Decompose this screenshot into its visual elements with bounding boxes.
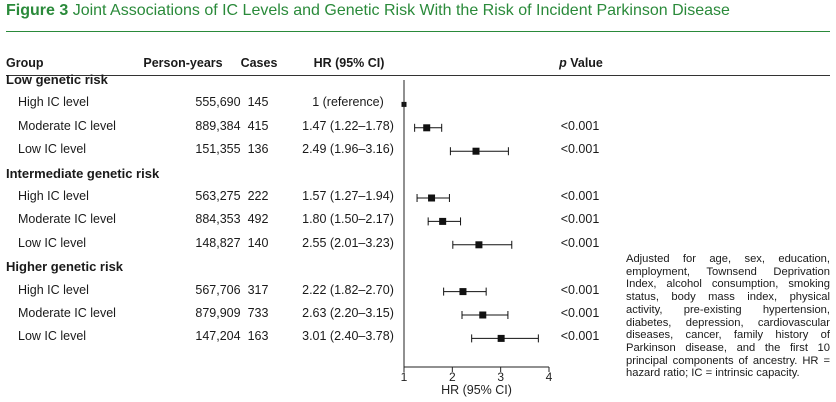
table-row: Low IC level 151,355 136 2.49 (1.96–3.16) <0… [0,142,620,162]
p-value-cell: <0.001 [560,306,600,320]
p-value-cell: <0.001 [560,142,600,157]
person-years-cell: 567,706 [195,282,241,297]
hr-marker [497,334,505,342]
cases-cell: 415 [247,118,269,133]
person-years-cell: 151,355 [195,142,241,157]
x-tick-label: 1 [401,370,408,384]
header-cases: Cases [240,56,278,70]
row-label: High IC level [18,189,89,203]
table-row: Moderate IC level 884,353 492 1.80 (1.50–2.… [0,212,620,232]
header-hr: HR (95% CI) [313,56,385,70]
person-years-cell: 563,275 [195,189,241,203]
person-years-cell: 879,909 [195,306,241,320]
hr-marker [475,241,483,249]
row-label: Moderate IC level [18,306,116,320]
hr-cell: 1.47 (1.22–1.78) [302,118,394,133]
hr-cell: 2.55 (2.01–3.23) [302,235,394,250]
cases-cell: 145 [247,95,269,110]
hr-cell: 1.57 (1.27–1.94) [302,189,394,203]
cases-cell: 317 [247,282,269,297]
figure-title: Figure 3 Joint Associations of IC Levels… [6,2,730,20]
group-label: Intermediate genetic risk [6,165,160,181]
hr-marker [428,194,436,202]
p-value-cell: <0.001 [560,118,600,133]
p-value-cell: <0.001 [560,235,600,250]
p-value-cell: <0.001 [560,329,600,344]
cases-cell: 163 [247,329,269,344]
table-row: High IC level 567,706 317 2.22 (1.82–2.70) <… [0,283,620,303]
row-label: Moderate IC level [18,212,116,227]
cases-cell: 733 [247,306,269,320]
hr-marker [439,217,447,225]
table-row: Low IC level 148,827 140 2.55 (2.01–3.23) <0… [0,236,620,256]
table-row: Moderate IC level 889,384 415 1.47 (1.22–1.… [0,119,620,139]
hr-cell: 3.01 (2.40–3.78) [302,329,394,344]
group-label: Higher genetic risk [6,259,124,275]
table-row: High IC level 563,275 222 1.57 (1.27–1.94) <… [0,189,620,209]
header-p-value: p Value [559,56,603,70]
hr-cell: 2.49 (1.96–3.16) [302,142,394,157]
p-value-cell: <0.001 [560,189,600,203]
row-label: Low IC level [18,142,87,157]
row-label: Moderate IC level [18,118,116,133]
row-label: Low IC level [18,329,87,344]
cases-cell: 492 [247,212,269,227]
hr-marker [423,124,431,132]
person-years-cell: 555,690 [195,95,241,110]
row-label: Low IC level [18,235,87,250]
table-row: Low IC level 147,204 163 3.01 (2.40–3.78) <0… [0,329,620,349]
header-person-years: Person-years [143,56,223,70]
header-divider [6,75,830,76]
group-row: Intermediate genetic risk [0,166,620,186]
hr-cell: 2.22 (1.82–2.70) [302,282,394,297]
title-divider [6,31,830,32]
hr-marker [472,147,480,155]
hr-marker [459,288,467,296]
cases-cell: 222 [247,189,269,203]
hr-cell: 2.63 (2.20–3.15) [302,306,394,320]
hr-marker [479,311,487,319]
group-row: Low genetic risk [0,72,620,92]
person-years-cell: 889,384 [195,118,241,133]
p-value-cell: <0.001 [560,282,600,297]
p-value-cell: <0.001 [560,212,600,227]
header-p-rest: Value [570,56,603,70]
group-row: Higher genetic risk [0,259,620,279]
person-years-cell: 147,204 [195,329,241,344]
x-tick-label: 4 [546,370,553,384]
header-group: Group [6,56,44,70]
cases-cell: 136 [247,142,269,157]
person-years-cell: 884,353 [195,212,241,227]
table-row: Moderate IC level 879,909 733 2.63 (2.20–3.… [0,306,620,326]
hr-cell: 1 (reference) [312,95,384,110]
x-tick-label: 3 [497,370,504,384]
figure-number: Figure 3 [6,2,69,19]
hr-cell: 1.80 (1.50–2.17) [302,212,394,227]
group-label: Low genetic risk [6,72,108,87]
header-p-italic: p [559,56,567,70]
row-label: High IC level [18,95,89,110]
x-tick-label: 2 [449,370,456,384]
x-axis-label: HR (95% CI) [441,383,512,397]
cases-cell: 140 [247,235,269,250]
person-years-cell: 148,827 [195,235,241,250]
table-row: High IC level 555,690 145 1 (reference) [0,95,620,115]
figure-title-text: Joint Associations of IC Levels and Gene… [72,2,730,19]
row-label: High IC level [18,282,89,297]
footnote: Adjusted for age, sex, education, employ… [626,253,830,380]
